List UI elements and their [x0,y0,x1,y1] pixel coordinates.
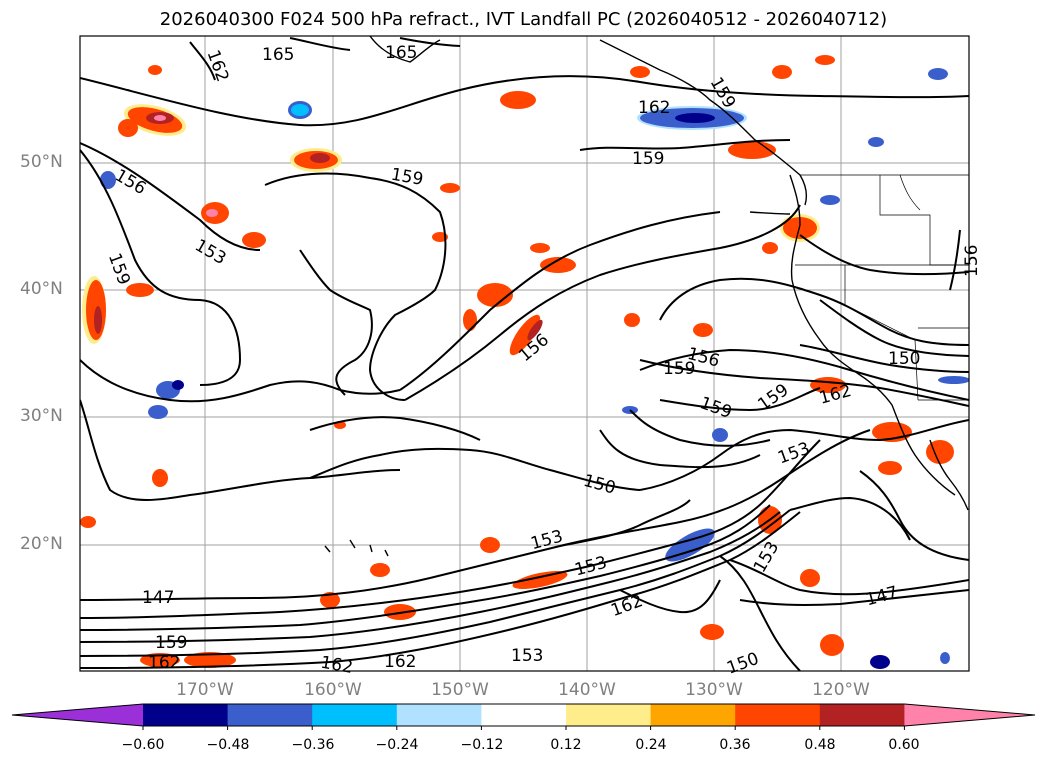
lon-label: 130°W [685,680,743,700]
contour-label: 165 [385,43,417,63]
plot-frame [79,35,970,672]
contour-label: 159 [663,359,695,379]
colorbar-tick-label: −0.48 [206,737,250,753]
contour-label: 150 [888,349,920,369]
lat-label: 40°N [20,279,63,299]
colorbar-tick-label: 0.60 [888,737,920,753]
colorbar-extend-max [904,704,1035,726]
filled-patches [80,55,969,669]
colorbar-tick-label: −0.24 [375,737,419,753]
contour-label: 153 [511,646,543,666]
plot-area [80,36,969,671]
coastlines [324,36,969,557]
colorbar-segment [312,704,398,726]
colorbar-tick-label: 0.12 [550,737,582,753]
colorbar-segment [566,704,652,726]
contour-label: 162 [384,652,416,672]
contour-label: 162 [638,98,670,118]
contour-label: 162 [148,653,180,673]
colorbar-tick-label: 0.36 [719,737,751,753]
lon-label: 160°W [304,680,362,700]
gridlines [80,36,969,671]
contour-label: 165 [262,45,294,65]
colorbar-segment [227,704,313,726]
contour-label: 159 [155,633,187,653]
lon-label: 120°W [812,680,870,700]
lon-label: 150°W [431,680,489,700]
colorbar-segment [819,704,905,726]
colorbar-segment [396,704,482,726]
lon-label: 140°W [558,680,616,700]
colorbar-segment [481,704,567,726]
colorbar-segment [650,704,736,726]
contour-label: 162 [319,653,354,678]
colorbar-tick-label: −0.36 [291,737,335,753]
lon-label: 170°W [176,680,234,700]
colorbar-segment [735,704,821,726]
map-title: 2026040300 F024 500 hPa refract., IVT La… [159,9,888,30]
colorbar-tick-label: 0.24 [635,737,667,753]
contour-lines [80,37,969,671]
colorbar-extend-min [12,704,143,726]
contour-label: 147 [142,588,174,608]
lat-label: 50°N [20,152,63,172]
contour-label: 159 [632,149,664,169]
lat-label: 30°N [20,406,63,426]
colorbar-tick-label: 0.48 [804,737,836,753]
contour-label: 156 [962,245,982,277]
political-borders [795,174,969,401]
colorbar-tick-label: −0.60 [121,737,165,753]
lat-label: 20°N [20,534,63,554]
colorbar-tick-label: −0.12 [460,737,504,753]
colorbar-segment [143,704,229,726]
colorbar [11,703,1036,730]
